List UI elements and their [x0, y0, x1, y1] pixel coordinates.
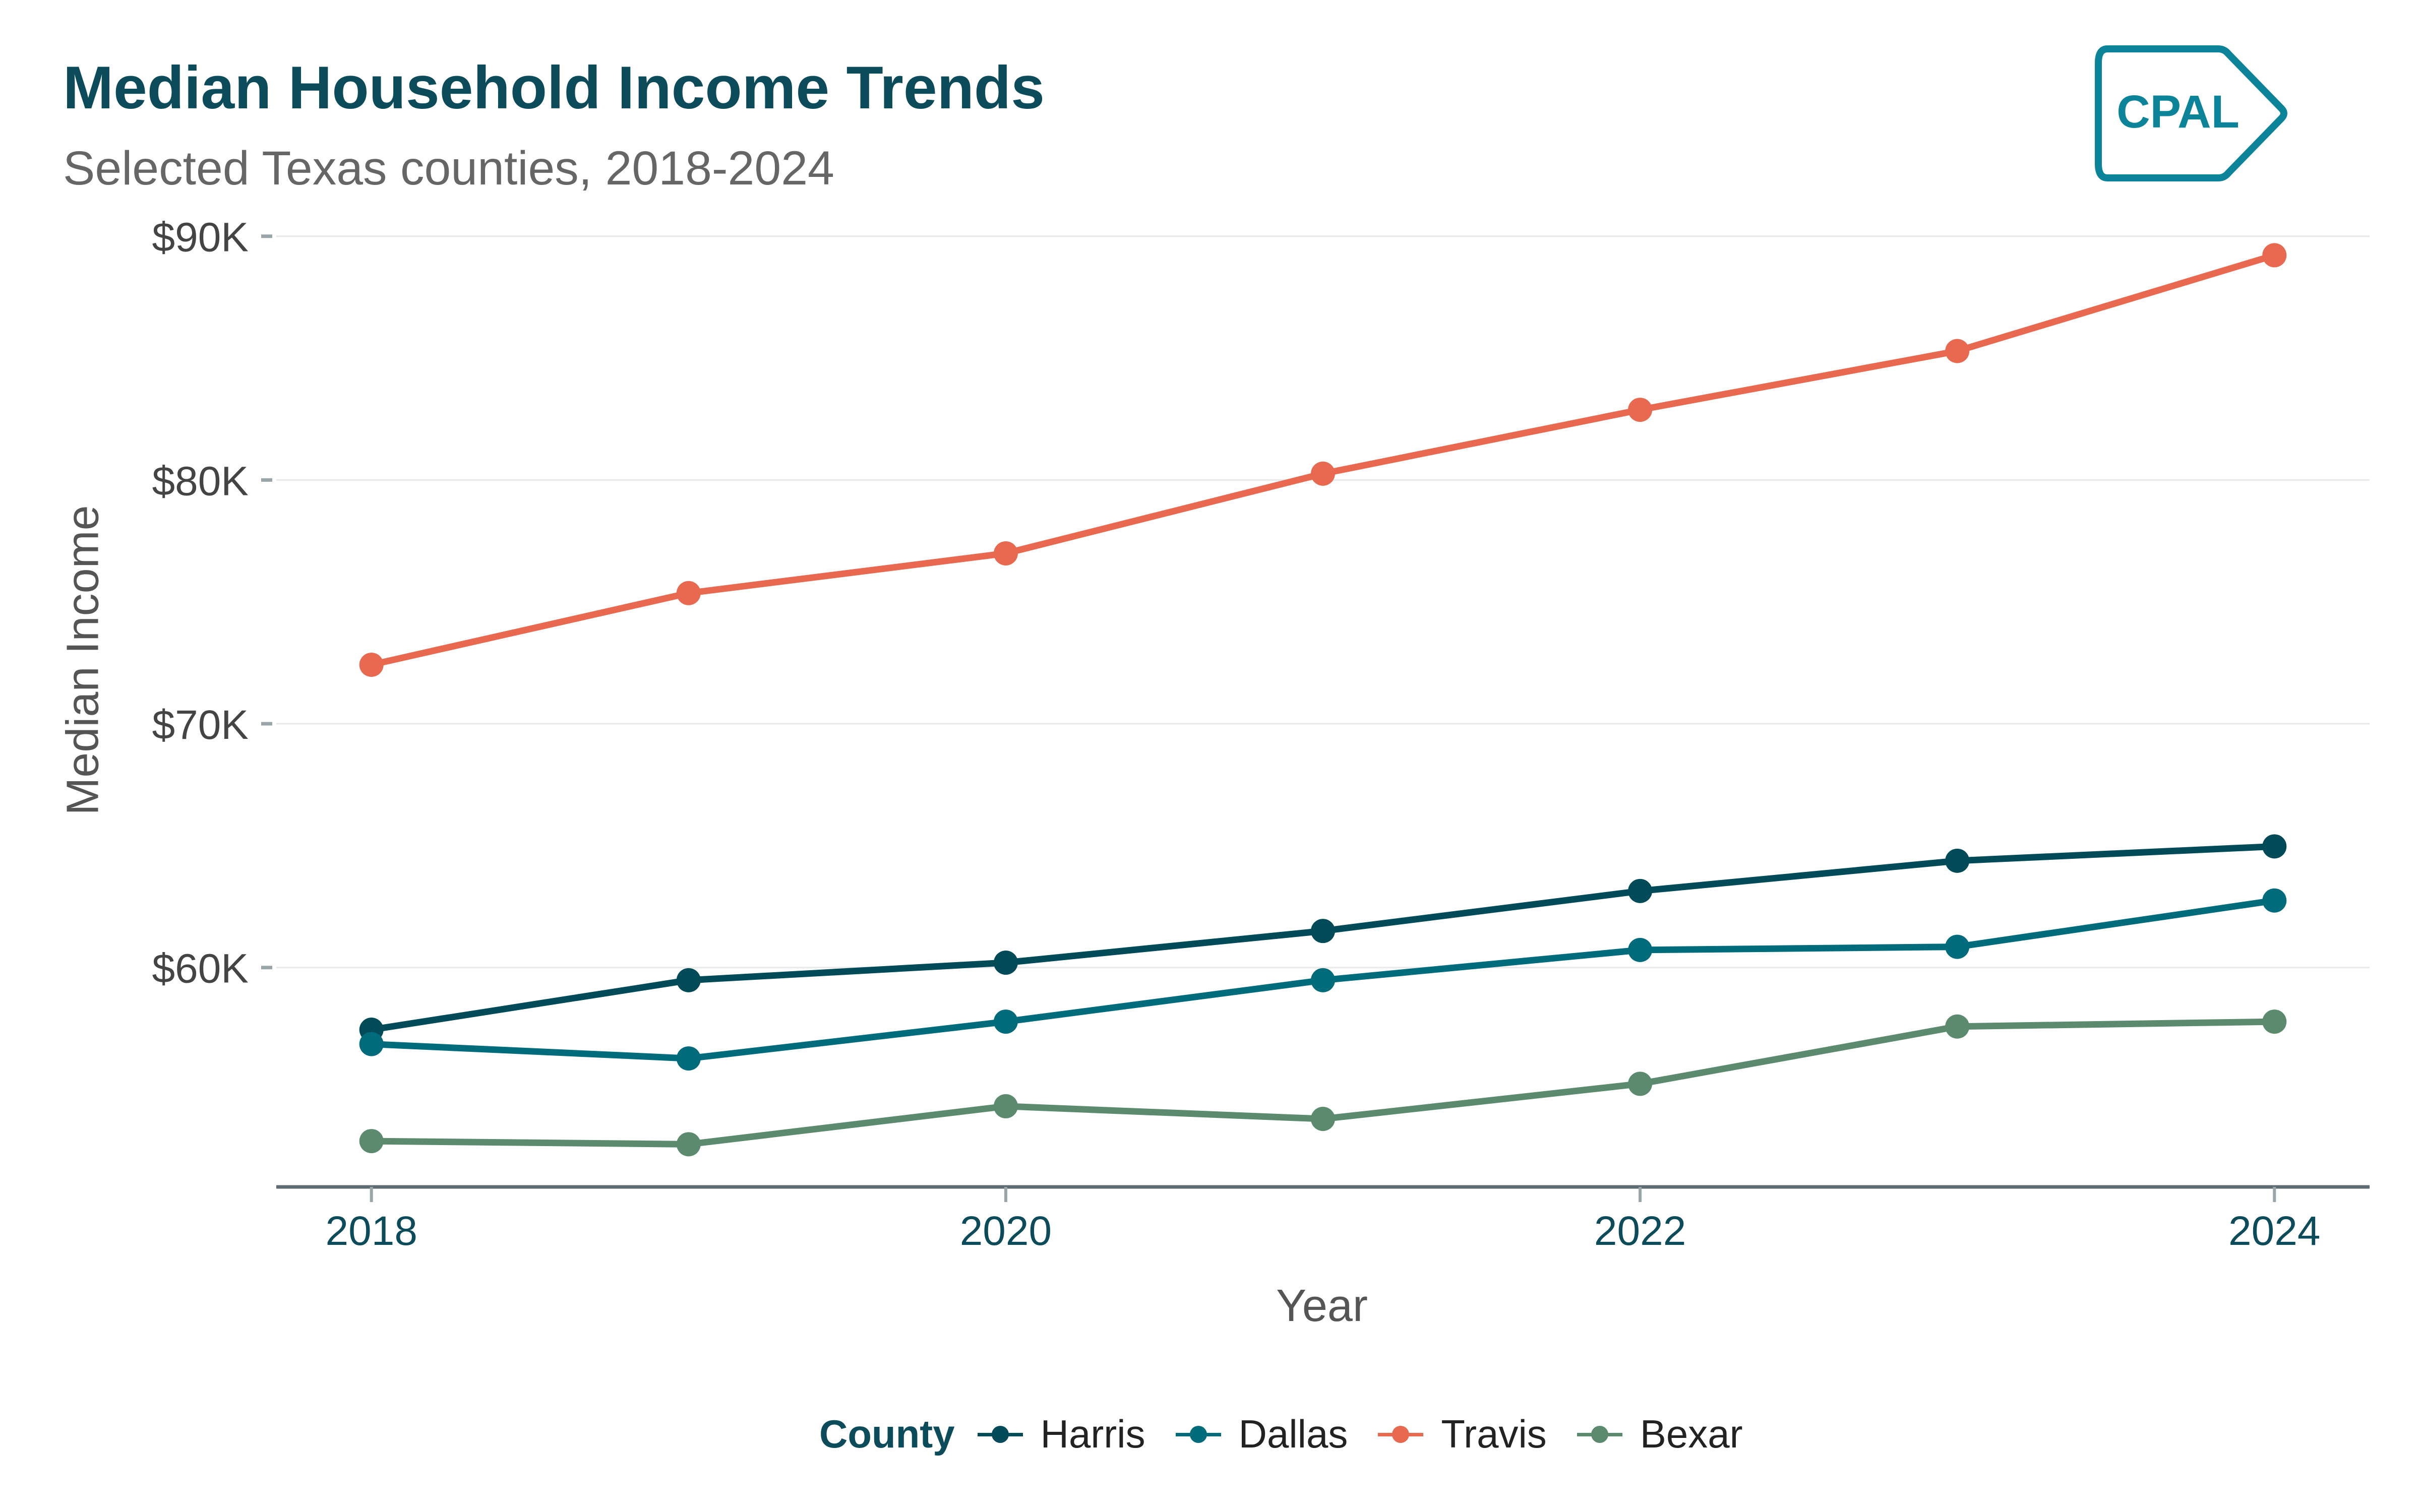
data-point-dallas	[1945, 934, 1970, 959]
series-bexar	[359, 1010, 2287, 1157]
data-point-harris	[1311, 919, 1335, 943]
legend-label-bexar: Bexar	[1640, 1412, 1743, 1456]
data-point-dallas	[1628, 937, 1653, 962]
legend: County Harris Dallas Travis Bexar	[819, 1411, 1773, 1457]
x-axis-label: Year	[1276, 1281, 1368, 1331]
data-point-travis	[359, 652, 384, 677]
data-point-harris	[1945, 848, 1970, 873]
data-point-bexar	[676, 1132, 701, 1157]
data-point-harris	[1628, 878, 1653, 903]
series-line-travis	[368, 251, 2278, 668]
data-point-dallas	[1311, 968, 1335, 992]
data-point-bexar	[1311, 1107, 1335, 1131]
data-point-travis	[1628, 398, 1653, 422]
x-tick-label: 2022	[1594, 1208, 1686, 1254]
legend-title: County	[819, 1412, 955, 1456]
series-travis	[359, 243, 2287, 677]
logo-text: CPAL	[2116, 86, 2240, 138]
data-point-dallas	[359, 1032, 384, 1056]
x-tick-label: 2024	[2228, 1208, 2320, 1254]
cpal-logo: CPAL	[2095, 45, 2287, 181]
data-point-harris	[2262, 834, 2287, 859]
y-tick-label: $80K	[152, 458, 249, 504]
data-point-dallas	[993, 1010, 1018, 1034]
data-point-dallas	[676, 1046, 701, 1071]
y-tick-label: $70K	[152, 702, 249, 748]
data-point-bexar	[1945, 1014, 1970, 1039]
data-point-travis	[676, 581, 701, 605]
x-axis: 2018 2020 2022 2024	[276, 1185, 2370, 1254]
data-point-dallas	[2262, 888, 2287, 913]
legend-swatch-harris	[977, 1424, 1023, 1444]
y-axis: $60K $70K $80K $90K	[152, 215, 272, 992]
legend-label-dallas: Dallas	[1238, 1412, 1348, 1456]
legend-item-harris: Harris	[977, 1411, 1145, 1457]
data-point-bexar	[2262, 1010, 2287, 1034]
y-tick-label: $60K	[152, 946, 249, 992]
data-point-bexar	[993, 1094, 1018, 1118]
x-tick-label: 2018	[326, 1208, 417, 1254]
chart-subtitle: Selected Texas counties, 2018-2024	[63, 142, 834, 195]
series-harris	[359, 834, 2287, 1042]
x-tick-label: 2020	[960, 1208, 1052, 1254]
series-layer	[359, 243, 2287, 1157]
chart-title: Median Household Income Trends	[63, 54, 1045, 121]
logo-tag-shape	[2095, 45, 2287, 181]
data-point-harris	[993, 951, 1018, 975]
data-point-harris	[676, 968, 701, 992]
legend-swatch-dallas	[1175, 1424, 1221, 1444]
data-point-bexar	[1628, 1072, 1653, 1096]
legend-item-bexar: Bexar	[1577, 1411, 1743, 1457]
legend-label-travis: Travis	[1441, 1412, 1547, 1456]
legend-item-travis: Travis	[1378, 1411, 1547, 1457]
data-point-travis	[2262, 243, 2287, 268]
data-point-travis	[1311, 461, 1335, 486]
y-axis-label: Median Income	[57, 505, 108, 815]
data-point-bexar	[359, 1129, 384, 1154]
series-dallas	[359, 888, 2287, 1071]
data-point-travis	[993, 541, 1018, 565]
legend-item-dallas: Dallas	[1175, 1411, 1348, 1457]
y-tick-label: $90K	[152, 215, 249, 261]
legend-swatch-travis	[1378, 1424, 1424, 1444]
legend-label-harris: Harris	[1040, 1412, 1145, 1456]
legend-swatch-bexar	[1577, 1424, 1622, 1444]
data-point-travis	[1945, 339, 1970, 363]
